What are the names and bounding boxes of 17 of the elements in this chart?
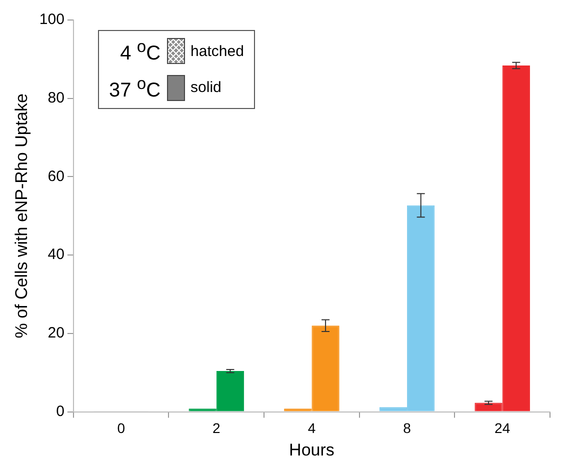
y-tick-label: 80	[48, 90, 64, 106]
legend-label: 37 $^{o}$C	[109, 74, 161, 102]
y-axis-title: % of Cells with eNP-Rho Uptake	[12, 94, 31, 338]
annotation: solid	[190, 79, 222, 96]
y-tick-label: 20	[48, 324, 64, 342]
x-tick-label: 2	[212, 420, 220, 436]
annotation: hatched	[190, 42, 244, 60]
x-tick-label: 0	[117, 420, 126, 436]
y-tick-label: 100	[39, 11, 64, 28]
y-tick-label: 0	[56, 402, 64, 420]
x-axis-title: Hours	[289, 440, 334, 460]
x-tick-label: 4	[308, 420, 316, 436]
x-tick-label: 8	[403, 420, 412, 436]
legend-label: 4 $^{o}$C	[119, 37, 161, 66]
x-tick-label: 24	[494, 420, 510, 436]
y-tick-label: 60	[48, 168, 64, 185]
y-tick-label: 40	[48, 246, 64, 264]
